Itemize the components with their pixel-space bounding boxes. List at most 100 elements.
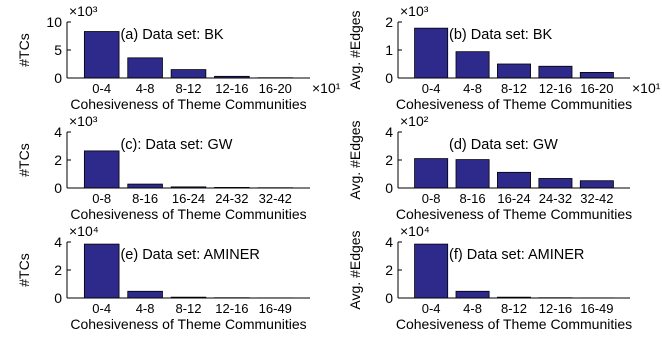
y-axis-label: Avg. #Edges: [347, 120, 363, 199]
x-tick-label: 12-16: [215, 301, 248, 316]
y-tick-label: 1: [385, 42, 393, 58]
bar: [127, 57, 163, 79]
bar: [127, 290, 163, 299]
y-tick-label: 0: [385, 70, 393, 86]
bar: [414, 27, 449, 79]
y-tick-label: 4: [385, 234, 393, 250]
y-multiplier-label: ×10²: [400, 113, 429, 129]
y-axis-label: Avg. #Edges: [347, 230, 363, 309]
y-tick-label: 0: [54, 70, 62, 86]
bar: [455, 159, 490, 189]
x-tick-label: 12-16: [539, 81, 572, 96]
y-tick-label: 4: [54, 124, 62, 140]
chart-panel: 0-4 4-8 8-12 12-16 16-20 0 1 2 ×10³ ×10¹ (b) Data …: [347, 3, 661, 112]
x-tick-label: 4-8: [136, 301, 155, 316]
x-tick-label: 16-20: [259, 81, 292, 96]
y-tick-label: 2: [385, 262, 393, 278]
bar: [497, 171, 531, 189]
panel-caption: (e) Data set: AMINER: [120, 247, 259, 263]
chart-panel: 0-4 4-8 8-12 12-16 16-49 0 2 4 ×10⁴ (f) Data set:…: [347, 223, 632, 332]
y-tick-label: 0: [54, 180, 62, 196]
y-axis-label: Avg. #Edges: [347, 10, 363, 89]
y-tick-label: 2: [54, 262, 62, 278]
y-tick-label: 5: [54, 42, 62, 58]
bar: [455, 290, 490, 299]
x-tick-label: 4-8: [463, 81, 482, 96]
x-axis-label: Cohesiveness of Theme Communities: [396, 96, 632, 112]
x-axis-label: Cohesiveness of Theme Communities: [70, 96, 306, 112]
x-tick-label: 16-24: [497, 191, 530, 206]
bar: [497, 63, 531, 79]
panel-caption: (d) Data set: GW: [449, 137, 558, 153]
x-tick-label: 0-4: [422, 301, 441, 316]
bar: [414, 158, 449, 189]
x-tick-label: 24-32: [539, 191, 572, 206]
y-axis-label: #TCs: [16, 143, 32, 176]
bar: [579, 72, 614, 79]
bar: [83, 243, 120, 299]
x-tick-label: 0-8: [422, 191, 441, 206]
x-tick-label: 12-16: [215, 81, 248, 96]
y-tick-label: 0: [385, 290, 393, 306]
bar: [414, 243, 449, 299]
x-tick-label: 16-49: [259, 301, 292, 316]
x-tick-label: 8-12: [175, 301, 201, 316]
y-tick-label: 10: [46, 14, 62, 30]
y-multiplier-label: ×10³: [69, 113, 98, 129]
x-tick-label: 4-8: [463, 301, 482, 316]
x-tick-label: 8-12: [501, 301, 527, 316]
bar: [538, 65, 573, 79]
x-tick-label: 0-8: [92, 191, 111, 206]
x-tick-label: 8-16: [132, 191, 158, 206]
y-multiplier-label: ×10³: [400, 3, 429, 19]
x-tick-label: 8-12: [501, 81, 527, 96]
x-axis-label: Cohesiveness of Theme Communities: [396, 316, 632, 332]
x-axis-label: Cohesiveness of Theme Communities: [70, 206, 306, 222]
bar: [127, 183, 163, 189]
y-tick-label: 0: [54, 290, 62, 306]
bar: [170, 69, 207, 79]
y-multiplier-label: ×10³: [69, 3, 98, 19]
x-axis-label: Cohesiveness of Theme Communities: [396, 206, 632, 222]
x-tick-label: 0-4: [422, 81, 441, 96]
y-axis-label: #TCs: [16, 33, 32, 66]
y-tick-label: 2: [385, 14, 393, 30]
x-tick-label: 32-42: [580, 191, 613, 206]
x-tick-label: 12-16: [539, 301, 572, 316]
bar: [579, 180, 614, 189]
chart-panel: 0-4 4-8 8-12 12-16 16-20 0 5 10 ×10³ ×10¹ (a) Data…: [16, 3, 341, 112]
x-tick-label: 16-24: [172, 191, 205, 206]
bar: [538, 178, 573, 189]
x-multiplier-label: ×10¹: [632, 80, 661, 96]
bar: [83, 31, 120, 79]
chart-panel: 0-8 8-16 16-24 24-32 32-42 0 2 4 ×10² (d) Data se…: [347, 113, 632, 222]
y-tick-label: 4: [385, 124, 393, 140]
x-tick-label: 0-4: [92, 301, 111, 316]
x-tick-label: 32-42: [259, 191, 292, 206]
y-tick-label: 0: [385, 180, 393, 196]
panel-caption: (f) Data set: AMINER: [449, 247, 584, 263]
y-tick-label: 2: [385, 152, 393, 168]
x-axis-label: Cohesiveness of Theme Communities: [70, 316, 306, 332]
panel-caption: (a) Data set: BK: [120, 27, 223, 43]
y-multiplier-label: ×10⁴: [400, 223, 430, 239]
x-tick-label: 16-20: [580, 81, 613, 96]
bar: [83, 150, 120, 189]
x-tick-label: 16-49: [580, 301, 613, 316]
y-axis-label: #TCs: [16, 253, 32, 286]
panel-caption: (c): Data set: GW: [120, 137, 232, 153]
y-tick-label: 2: [54, 152, 62, 168]
x-tick-label: 8-16: [460, 191, 486, 206]
y-tick-label: 4: [54, 234, 62, 250]
chart-panel: 0-4 4-8 8-12 12-16 16-49 0 2 4 ×10⁴ (e) Data set:…: [16, 223, 310, 332]
chart-panel: 0-8 8-16 16-24 24-32 32-42 0 2 4 ×10³ (c): Data s…: [16, 113, 310, 222]
x-tick-label: 24-32: [215, 191, 248, 206]
x-tick-label: 8-12: [175, 81, 201, 96]
x-multiplier-label: ×10¹: [312, 80, 341, 96]
panel-caption: (b) Data set: BK: [449, 27, 552, 43]
x-tick-label: 0-4: [92, 81, 111, 96]
bar: [455, 51, 490, 79]
x-tick-label: 4-8: [136, 81, 155, 96]
y-multiplier-label: ×10⁴: [69, 223, 99, 239]
